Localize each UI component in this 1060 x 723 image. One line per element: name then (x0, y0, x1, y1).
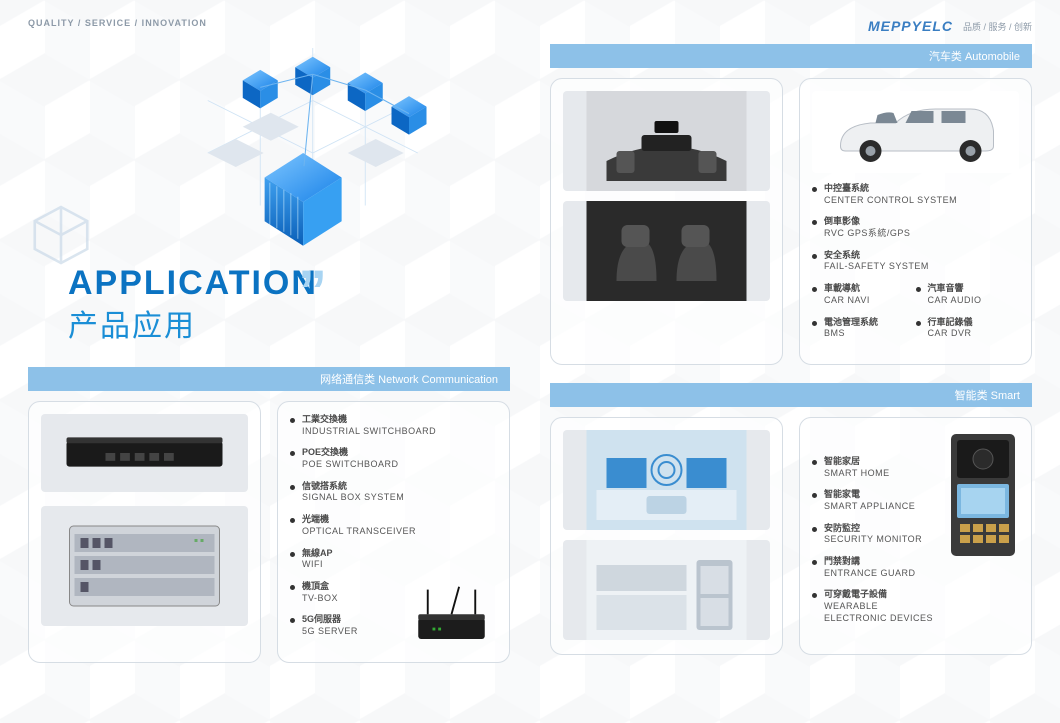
hero-graphic (28, 48, 510, 258)
header-tag-right: 品质 / 服务 / 创新 (963, 20, 1032, 33)
router-image (404, 582, 499, 652)
list-item: 安防監控SECURITY MONITOR (812, 523, 937, 546)
list-item: 安全系统FAIL-SAFETY SYSTEM (812, 250, 1019, 273)
header-right: MEPPYELC 品质 / 服务 / 创新 (550, 18, 1032, 34)
list-item: 可穿戴電子設備WEARABLE ELECTRONIC DEVICES (812, 589, 937, 624)
list-item: 中控臺系統CENTER CONTROL SYSTEM (812, 183, 1019, 206)
section-smart: 智能类 Smart 智能家居SMART HOME 智 (550, 383, 1032, 655)
list-item: 倒車影像RVC GPS系統/GPS (812, 216, 1019, 239)
title-cn: 产品应用 (68, 301, 510, 345)
section-bar-netcomm: 网络通信类 Network Communication (28, 367, 510, 391)
netcomm-list-panel: 工業交換機INDUSTRIAL SWITCHBOARD POE交換機POE SW… (277, 401, 510, 663)
quote-decor: ” (298, 258, 317, 325)
title-en: APPLICATION (68, 264, 510, 303)
list-item: 汽車音響CAR AUDIO (916, 283, 1020, 306)
list-item: 智能家電SMART APPLIANCE (812, 489, 937, 512)
section-bar-auto: 汽车类 Automobile (550, 44, 1032, 68)
title-block: ” APPLICATION 产品应用 (28, 264, 510, 345)
smart-images-panel (550, 417, 783, 655)
smart-home-image (563, 430, 770, 530)
auto-list-2col: 車載導航CAR NAVI 汽車音響CAR AUDIO 電池管理系統BMS 行車記… (812, 283, 1019, 350)
smart-kitchen-image (563, 540, 770, 640)
list-item: 行車記錄儀CAR DVR (916, 317, 1020, 340)
netcomm-images-panel (28, 401, 261, 663)
header-tag-left: QUALITY / SERVICE / INNOVATION (28, 18, 510, 28)
list-item: 信號搭系統SIGNAL BOX SYSTEM (290, 481, 497, 504)
auto-list: 中控臺系統CENTER CONTROL SYSTEM 倒車影像RVC GPS系統… (812, 183, 1019, 273)
left-page: QUALITY / SERVICE / INNOVATION (0, 0, 530, 723)
brand-logo: MEPPYELC (868, 18, 953, 34)
auto-images-panel (550, 78, 783, 365)
section-auto: 汽车类 Automobile (550, 44, 1032, 365)
intercom-image (947, 430, 1019, 640)
list-item: 智能家居SMART HOME (812, 456, 937, 479)
list-item: 無線APWIFI (290, 548, 497, 571)
list-item: POE交換機POE SWITCHBOARD (290, 447, 497, 470)
car-interior-image (563, 91, 770, 191)
auto-list-panel: 中控臺系統CENTER CONTROL SYSTEM 倒車影像RVC GPS系統… (799, 78, 1032, 365)
smart-list: 智能家居SMART HOME 智能家電SMART APPLIANCE 安防監控S… (812, 456, 937, 640)
section-bar-smart: 智能类 Smart (550, 383, 1032, 407)
list-item: 電池管理系統BMS (812, 317, 916, 340)
right-page: MEPPYELC 品质 / 服务 / 创新 汽车类 Automobile (530, 0, 1060, 723)
server-image (41, 506, 248, 626)
smart-list-panel: 智能家居SMART HOME 智能家電SMART APPLIANCE 安防監控S… (799, 417, 1032, 655)
suv-image (812, 91, 1019, 173)
section-netcomm: 网络通信类 Network Communication 工業交換機INDUSTR… (28, 367, 510, 663)
switch-image (41, 414, 248, 492)
car-seats-image (563, 201, 770, 301)
list-item: 車載導航CAR NAVI (812, 283, 916, 306)
list-item: 工業交換機INDUSTRIAL SWITCHBOARD (290, 414, 497, 437)
list-item: 光端機OPTICAL TRANSCEIVER (290, 514, 497, 537)
list-item: 門禁對講ENTRANCE GUARD (812, 556, 937, 579)
